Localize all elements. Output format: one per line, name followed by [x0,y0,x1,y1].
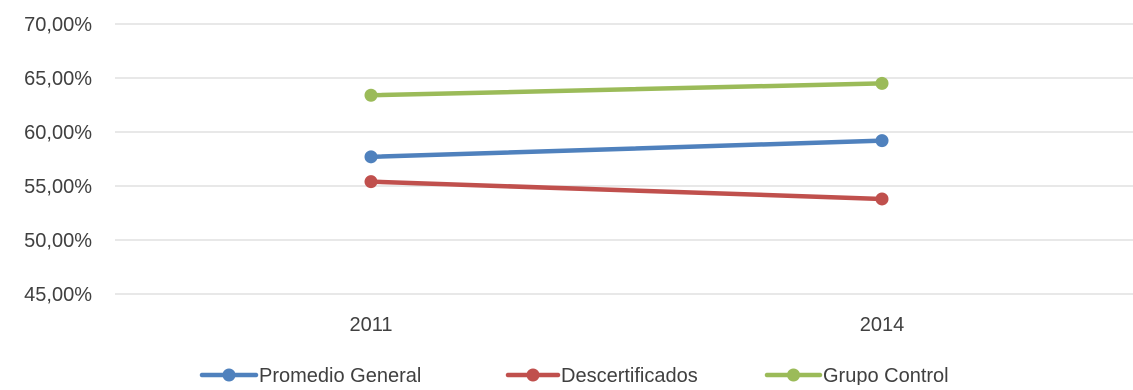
legend-swatch-marker [787,368,800,382]
data-point-descertificados [875,192,889,206]
y-tick-label: 45,00% [24,284,92,306]
series-line-grupo-control [368,81,885,98]
data-point-promedio-general [875,134,889,148]
legend: Promedio General Descertificados Grupo Con… [199,365,949,387]
data-point-grupo-control [875,76,889,90]
series-descertificados [364,175,889,206]
data-point-promedio-general [364,150,378,164]
y-tick-label: 60,00% [24,122,92,144]
legend-swatch-marker [526,368,540,382]
gridlines [115,23,1133,295]
series-lines [364,76,889,206]
legend-item-descertificados: Descertificados [505,365,698,387]
series-line-promedio-general [368,138,885,160]
y-tick-label: 65,00% [24,68,92,90]
data-point-grupo-control [364,88,378,102]
legend-item-grupo-control: Grupo Control [764,365,949,387]
legend-label: Descertificados [561,365,698,385]
x-tick-label: 2014 [860,314,905,336]
x-tick-label: 2011 [349,314,392,336]
y-axis-tick-labels: 45,00% 50,00% 55,00% 60,00% 65,00% 70,00% [24,14,92,306]
series-promedio-general [364,134,889,164]
y-tick-label: 50,00% [24,230,92,252]
x-axis-tick-labels: 2011 2014 [349,314,904,336]
y-tick-label: 55,00% [24,176,92,198]
legend-swatch-marker [222,368,236,382]
series-grupo-control [364,76,889,102]
legend-item-promedio-general: Promedio General [199,365,421,387]
y-tick-label: 70,00% [24,14,92,36]
legend-label: Grupo Control [823,365,949,385]
data-point-descertificados [364,175,378,189]
series-line-descertificados [368,179,885,202]
legend-label: Promedio General [259,365,421,385]
